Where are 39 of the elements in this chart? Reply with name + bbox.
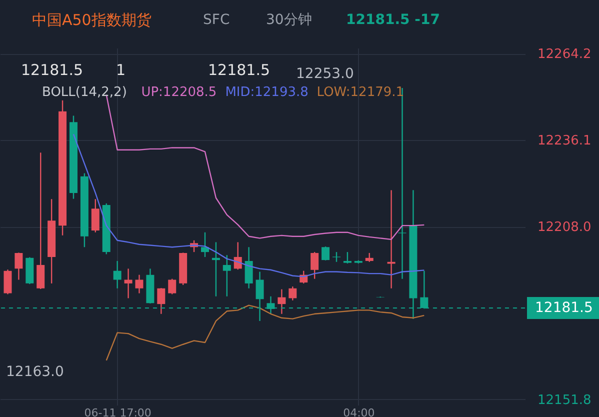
candlestick	[36, 152, 45, 290]
annotation: 12181.5	[208, 61, 270, 79]
candlestick	[343, 251, 352, 264]
candlestick	[135, 274, 144, 294]
candlestick	[91, 198, 100, 233]
y-tick-label: 12151.8	[538, 392, 592, 408]
chart-subtitle: SFC	[203, 12, 230, 28]
text: 30分钟	[266, 12, 312, 28]
annotation: 12163.0	[6, 364, 64, 380]
text: MID:12193.8	[225, 85, 308, 100]
annotation: 1	[116, 61, 126, 79]
candlestick	[244, 246, 253, 289]
y-tick-label: 12236.1	[538, 134, 592, 149]
text: 12181.5 -17	[346, 12, 440, 28]
candlestick	[4, 268, 12, 295]
annotation: 12253.0	[296, 66, 354, 82]
candlestick	[14, 252, 23, 280]
candlestick	[157, 287, 166, 315]
candlestick	[124, 268, 132, 299]
text: UP:12208.5	[141, 85, 217, 100]
annotation: 12181.5	[20, 61, 84, 79]
candlestick	[332, 251, 340, 262]
x-tick-label: 04:00	[343, 406, 375, 417]
candlestick	[200, 232, 209, 258]
chart-title: 中国A50指数期货	[32, 11, 152, 29]
y-tick-label: 12208.0	[538, 220, 592, 235]
candlestick	[310, 251, 319, 280]
y-tick-label: 12264.2	[538, 47, 592, 62]
x-tick-label: 06-11 17:00	[84, 406, 152, 417]
legend-title: BOLL(14,2,2)	[42, 85, 127, 100]
candlestick	[278, 288, 286, 315]
line-series	[106, 304, 425, 361]
candlestick	[288, 286, 297, 301]
candlestick	[113, 260, 122, 289]
ref-line-label: 12181.5	[535, 300, 593, 316]
candlestick	[322, 246, 330, 261]
candlestick	[212, 242, 220, 297]
candlestick	[168, 278, 176, 295]
candlestick	[222, 254, 231, 297]
